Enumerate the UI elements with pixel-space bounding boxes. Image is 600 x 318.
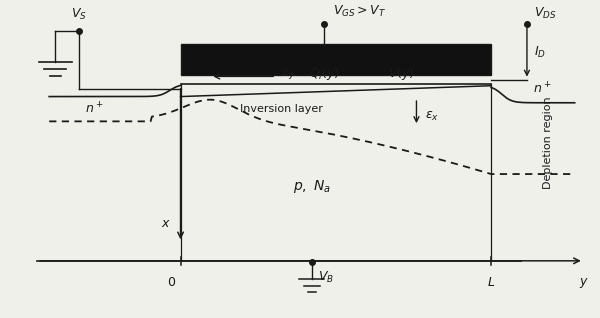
Text: $\varepsilon_y$: $\varepsilon_y$ <box>282 66 296 81</box>
Text: $Q_i(y)$: $Q_i(y)$ <box>308 65 339 82</box>
Text: $V_{DS}$: $V_{DS}$ <box>534 5 557 21</box>
Text: $I_D$: $I_D$ <box>534 45 546 60</box>
Text: $L$: $L$ <box>487 276 495 289</box>
Text: Inversion layer: Inversion layer <box>240 104 323 114</box>
Bar <box>181 44 491 75</box>
Text: $p,\ N_a$: $p,\ N_a$ <box>293 178 331 195</box>
Text: Depletion region: Depletion region <box>543 97 553 190</box>
Text: 0: 0 <box>167 276 176 289</box>
Text: $V_S$: $V_S$ <box>71 7 87 22</box>
Text: $V(y)$: $V(y)$ <box>388 65 415 82</box>
Text: $\varepsilon_x$: $\varepsilon_x$ <box>425 110 439 123</box>
Text: $V_{GS} > V_T$: $V_{GS} > V_T$ <box>333 4 386 19</box>
Text: $y$: $y$ <box>579 276 589 290</box>
Text: $n^+$: $n^+$ <box>533 81 551 96</box>
Text: $n^+$: $n^+$ <box>85 101 103 117</box>
Text: $V_B$: $V_B$ <box>318 270 334 285</box>
Text: $x$: $x$ <box>161 217 170 230</box>
